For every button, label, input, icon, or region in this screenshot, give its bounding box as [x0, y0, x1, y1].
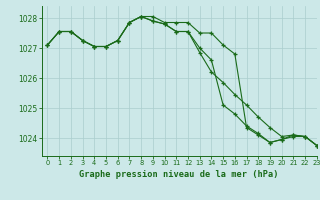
X-axis label: Graphe pression niveau de la mer (hPa): Graphe pression niveau de la mer (hPa): [79, 170, 279, 179]
